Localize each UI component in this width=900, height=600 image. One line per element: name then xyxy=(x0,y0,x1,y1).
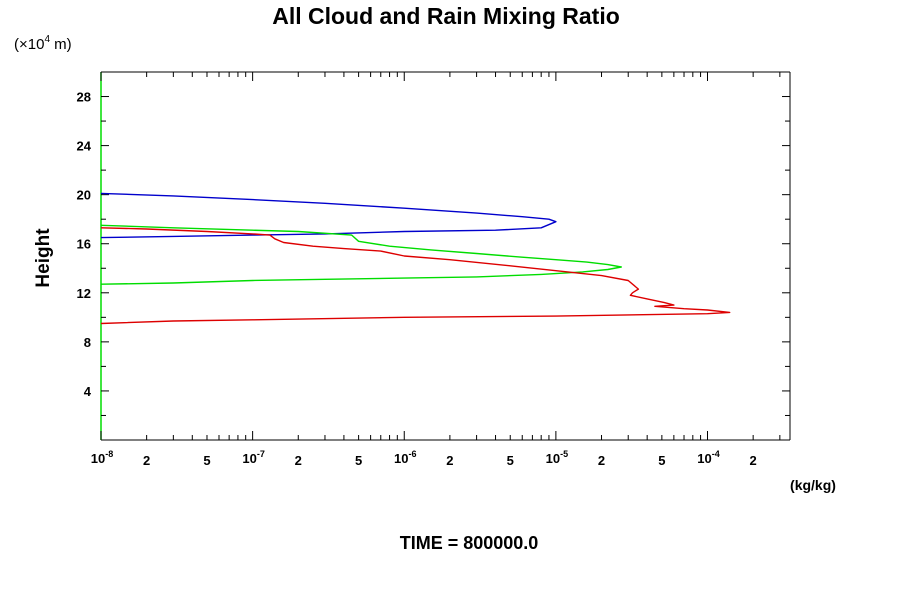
x-minor-tick-label: 2 xyxy=(750,453,757,468)
x-minor-tick-label: 5 xyxy=(355,453,362,468)
y-tick-label: 16 xyxy=(77,237,91,252)
x-tick-label-exponent: -8 xyxy=(105,449,113,459)
plot-frame xyxy=(100,71,791,441)
x-minor-tick-label: 2 xyxy=(143,453,150,468)
x-tick-label-exponent: -5 xyxy=(560,449,568,459)
x-tick-label-base: 10 xyxy=(242,451,256,466)
series-line-2 xyxy=(100,224,622,285)
x-tick-label-base: 10 xyxy=(546,451,560,466)
x-tick-label: 10-8 xyxy=(91,449,113,466)
x-tick-label-exponent: -4 xyxy=(712,449,720,459)
series-group xyxy=(100,192,731,325)
y-unit-exponent: 4 xyxy=(44,34,50,45)
chart-title: All Cloud and Rain Mixing Ratio xyxy=(272,3,620,29)
x-minor-tick-label: 5 xyxy=(658,453,665,468)
x-minor-tick-label: 5 xyxy=(507,453,514,468)
x-tick-label-base: 10 xyxy=(697,451,711,466)
time-label: TIME = 800000.0 xyxy=(400,533,539,553)
y-tick-label: 4 xyxy=(84,384,92,399)
x-tick-label-exponent: -7 xyxy=(257,449,265,459)
y-tick-labels: 4 8 12 16 20 24 28 xyxy=(77,90,92,399)
series-line-1 xyxy=(100,192,557,239)
x-tick-label-exponent: -6 xyxy=(408,449,416,459)
x-tick-label: 10-7 xyxy=(242,449,264,466)
x-tick-label: 10-6 xyxy=(394,449,416,466)
y-unit-label: (×104 m) xyxy=(14,34,72,53)
x-minor-tick-label: 2 xyxy=(295,453,302,468)
y-axis-label: Height xyxy=(33,228,54,288)
y-tick-label: 8 xyxy=(84,335,91,350)
x-tick-label-base: 10 xyxy=(91,451,105,466)
x-tick-label-base: 10 xyxy=(394,451,408,466)
y-unit-suffix: m) xyxy=(50,36,72,53)
x-minor-tick-label: 2 xyxy=(446,453,453,468)
axis-ticks xyxy=(100,71,790,440)
x-tick-labels: 10-8 2 5 10-7 2 5 10-6 2 5 10-5 2 5 10-4 2 xyxy=(91,449,757,468)
y-tick-label: 24 xyxy=(77,139,92,154)
x-minor-tick-label: 5 xyxy=(203,453,210,468)
y-unit-prefix: (×10 xyxy=(14,36,44,53)
y-tick-label: 20 xyxy=(77,188,91,203)
y-tick-label: 28 xyxy=(77,90,91,105)
series-line-3 xyxy=(100,227,731,325)
x-unit-label: (kg/kg) xyxy=(790,477,836,493)
x-tick-label: 10-5 xyxy=(546,449,568,466)
y-tick-label: 12 xyxy=(77,286,91,301)
x-tick-label: 10-4 xyxy=(697,449,719,466)
x-minor-tick-label: 2 xyxy=(598,453,605,468)
